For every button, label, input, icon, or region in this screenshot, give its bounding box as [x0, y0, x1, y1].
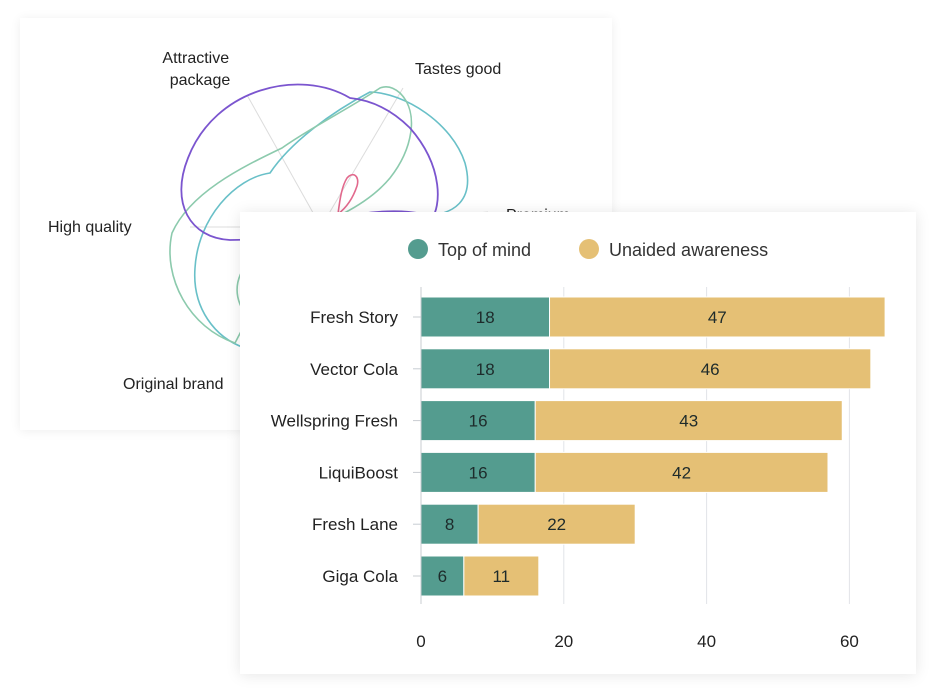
legend: Top of mind Unaided awareness	[408, 239, 768, 260]
bar-value-label-liquiboost-top-of-mind: 16	[469, 463, 488, 482]
radar-series-curve-pink	[336, 174, 359, 216]
bars: 18 47 18 46 16 43 16 42 8 22 6 11	[420, 296, 886, 597]
category-label-fresh-story: Fresh Story	[310, 308, 398, 327]
bar-value-label-giga-cola-unaided-awareness: 11	[492, 567, 510, 586]
stacked-bar-chart-card: Top of mind Unaided awareness 18 47 18 46 16…	[240, 212, 916, 674]
radar-spoke	[246, 94, 322, 228]
bar-giga-cola-top-of-mind	[420, 555, 465, 597]
bar-fresh-story-unaided-awareness	[549, 296, 886, 338]
x-gridlines	[563, 287, 850, 604]
category-label-giga-cola: Giga Cola	[322, 567, 398, 586]
radar-series-curve-green	[169, 86, 413, 344]
radar-axis-label-tastes-good: Tastes good	[415, 61, 501, 78]
category-label-liquiboost: LiquiBoost	[319, 463, 399, 482]
bar-value-label-fresh-story-unaided-awareness: 47	[708, 308, 727, 327]
bar-liquiboost-top-of-mind	[420, 451, 536, 493]
bar-vector-cola-unaided-awareness	[549, 348, 872, 390]
x-tick-label-0: 0	[416, 632, 425, 651]
bar-value-label-wellspring-fresh-top-of-mind: 16	[469, 412, 488, 431]
x-tick-label-60: 60	[840, 632, 859, 651]
radar-axis-label-original-brand: Original brand	[123, 376, 224, 393]
stacked-bar-chart: Top of mind Unaided awareness 18 47 18 46 16…	[271, 239, 886, 651]
radar-axis-label-attractive-package: Attractive package	[162, 50, 233, 89]
y-axis-category-labels: Fresh Story Vector Cola Wellspring Fresh Li…	[271, 308, 421, 586]
bar-liquiboost-unaided-awareness	[534, 451, 829, 493]
bar-fresh-lane-unaided-awareness	[477, 503, 636, 545]
bar-value-label-liquiboost-unaided-awareness: 42	[672, 463, 691, 482]
category-label-wellspring-fresh: Wellspring Fresh	[271, 412, 398, 431]
x-tick-label-20: 20	[554, 632, 573, 651]
radar-axis-label-high-quality: High quality	[48, 219, 132, 236]
bar-value-label-wellspring-fresh-unaided-awareness: 43	[679, 412, 698, 431]
bar-value-label-vector-cola-top-of-mind: 18	[476, 360, 495, 379]
bar-value-label-fresh-lane-unaided-awareness: 22	[547, 515, 566, 534]
bar-vector-cola-top-of-mind	[420, 348, 551, 390]
legend-label-top-of-mind: Top of mind	[438, 240, 531, 260]
bar-value-label-giga-cola-top-of-mind: 6	[438, 567, 447, 586]
legend-label-unaided-awareness: Unaided awareness	[609, 240, 768, 260]
legend-swatch-top-of-mind	[408, 239, 428, 259]
bar-value-label-vector-cola-unaided-awareness: 46	[701, 360, 720, 379]
x-axis-tick-labels: 0 20 40 60	[416, 632, 859, 651]
legend-swatch-unaided-awareness	[579, 239, 599, 259]
bar-giga-cola-unaided-awareness	[463, 555, 540, 597]
bar-fresh-story-top-of-mind	[420, 296, 551, 338]
bar-value-label-fresh-story-top-of-mind: 18	[476, 308, 495, 327]
category-label-fresh-lane: Fresh Lane	[312, 515, 398, 534]
radar-spoke	[320, 87, 404, 228]
category-label-vector-cola: Vector Cola	[310, 360, 398, 379]
bar-wellspring-fresh-unaided-awareness	[534, 400, 843, 442]
bar-value-label-fresh-lane-top-of-mind: 8	[445, 515, 454, 534]
x-tick-label-40: 40	[697, 632, 716, 651]
